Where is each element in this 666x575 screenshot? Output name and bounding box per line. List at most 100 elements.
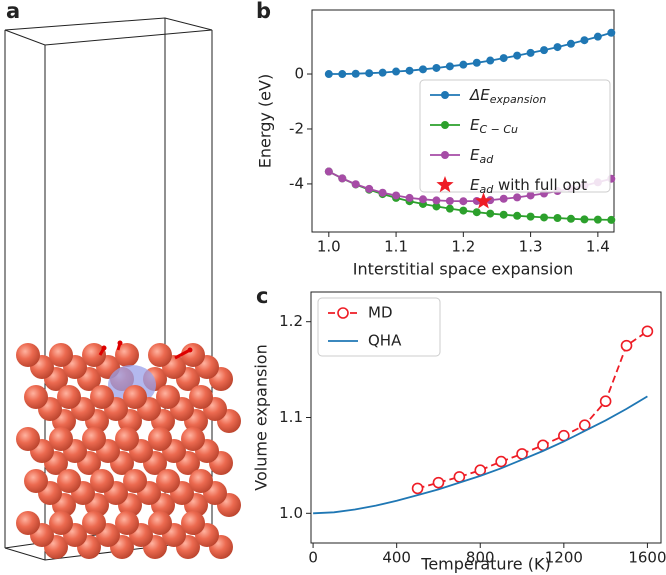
point xyxy=(365,184,374,193)
point xyxy=(392,191,401,200)
point xyxy=(405,193,414,202)
legend-label: Ead with full opt xyxy=(470,176,587,197)
point xyxy=(378,188,387,197)
atom xyxy=(189,385,213,409)
point xyxy=(580,215,589,224)
series-line xyxy=(417,330,648,490)
legend-marker xyxy=(441,151,449,159)
atom xyxy=(82,427,106,451)
point xyxy=(411,482,424,495)
legend-label-part: expansion xyxy=(490,93,546,106)
y-tick-label: 1.0 xyxy=(279,504,303,522)
atom xyxy=(181,343,205,367)
displacement-arrow xyxy=(174,348,191,360)
legend-label-part: E xyxy=(470,116,480,134)
x-tick-label: 400 xyxy=(382,549,411,567)
point xyxy=(513,211,522,220)
legend-box xyxy=(419,79,611,193)
atom xyxy=(148,427,172,451)
point xyxy=(620,339,633,352)
atom xyxy=(148,343,172,367)
point xyxy=(351,180,360,189)
point xyxy=(526,212,535,221)
atom xyxy=(115,511,139,535)
legend-label-part: C − Cu xyxy=(479,123,518,136)
legend-label-part: ad xyxy=(479,153,494,166)
point xyxy=(495,455,507,468)
point xyxy=(513,193,522,202)
point xyxy=(486,196,495,205)
point xyxy=(418,195,427,204)
point xyxy=(324,70,333,79)
legend-marker xyxy=(436,176,454,193)
point xyxy=(641,325,654,338)
point xyxy=(324,167,333,176)
atom xyxy=(16,343,40,367)
atom xyxy=(148,511,172,535)
point xyxy=(566,39,575,48)
series-line xyxy=(328,31,612,75)
x-tick-label: 1.1 xyxy=(384,238,408,256)
atom xyxy=(49,427,73,451)
point xyxy=(432,476,445,489)
legend-label: QHA xyxy=(368,332,402,350)
point xyxy=(540,46,549,55)
point xyxy=(445,196,454,205)
point xyxy=(405,66,414,75)
atom xyxy=(24,469,48,493)
atom xyxy=(49,343,73,367)
atom xyxy=(181,511,205,535)
atom xyxy=(16,511,40,535)
point xyxy=(432,202,441,211)
point xyxy=(338,174,347,183)
legend-marker xyxy=(337,307,349,319)
legend-marker xyxy=(441,121,449,129)
legend-label-part: E xyxy=(470,176,480,194)
point xyxy=(453,471,466,483)
atom xyxy=(115,343,139,367)
point xyxy=(418,65,427,74)
point xyxy=(432,196,441,205)
legend-label: ΔEexpansion xyxy=(469,86,546,107)
point xyxy=(459,60,468,69)
atom xyxy=(156,469,180,493)
atom xyxy=(90,385,114,409)
atom xyxy=(90,469,114,493)
displacement-tip xyxy=(101,345,107,351)
point xyxy=(540,213,549,222)
point xyxy=(499,54,508,63)
legend-marker xyxy=(441,91,449,99)
y-tick-label: 1.2 xyxy=(279,312,303,330)
point xyxy=(351,69,360,78)
legend-label: MD xyxy=(368,304,393,322)
x-tick-label: 1600 xyxy=(628,549,666,567)
x-tick-label: 0 xyxy=(308,549,318,567)
series-line xyxy=(313,395,648,515)
point xyxy=(499,194,508,203)
y-axis-label: Volume expansion xyxy=(252,344,271,490)
legend-label: Ead xyxy=(470,146,494,167)
atom xyxy=(189,469,213,493)
point xyxy=(607,28,616,37)
x-tick-label: 1200 xyxy=(545,549,583,567)
legend-label-part: ΔE xyxy=(469,86,490,104)
point xyxy=(526,191,535,200)
atom xyxy=(82,511,106,535)
atom xyxy=(123,469,147,493)
point xyxy=(486,209,495,218)
legend-label-part: E xyxy=(470,146,480,164)
point xyxy=(445,62,454,71)
atom xyxy=(57,385,81,409)
point xyxy=(499,210,508,219)
point xyxy=(593,32,602,41)
point xyxy=(486,56,495,65)
panel-label: c xyxy=(256,284,268,308)
point xyxy=(607,215,616,224)
point xyxy=(365,69,374,78)
star-point xyxy=(475,192,493,209)
atom xyxy=(24,385,48,409)
point xyxy=(472,58,481,67)
displacement-tip xyxy=(187,347,193,353)
atom xyxy=(49,511,73,535)
